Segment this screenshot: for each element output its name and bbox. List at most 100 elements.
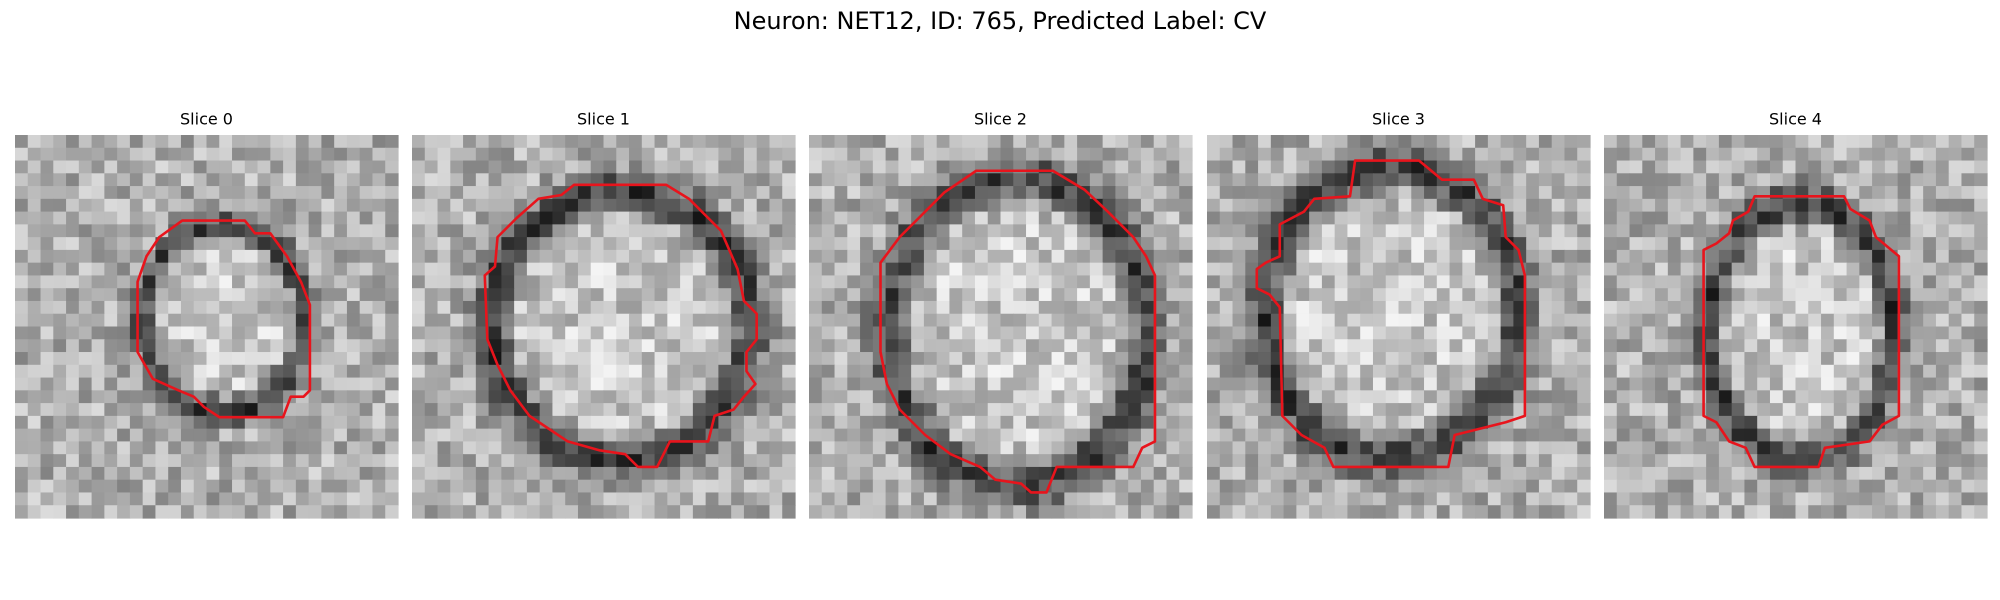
pixel — [40, 339, 54, 353]
pixel — [1128, 275, 1142, 289]
pixel — [743, 160, 758, 174]
pixel — [117, 352, 131, 366]
pixel — [1436, 211, 1451, 225]
pixel — [1411, 224, 1425, 238]
pixel — [1219, 186, 1234, 200]
pixel — [1859, 339, 1873, 353]
pixel — [346, 198, 361, 213]
pixel — [1436, 352, 1451, 366]
pixel — [1219, 479, 1234, 494]
pixel — [437, 492, 451, 506]
pixel — [1923, 428, 1937, 442]
pixel — [1051, 454, 1065, 468]
pixel — [372, 352, 386, 366]
pixel — [782, 224, 796, 238]
pixel — [667, 173, 681, 187]
pixel — [1385, 288, 1400, 302]
pixel — [667, 211, 681, 225]
pixel — [308, 492, 322, 506]
pixel — [898, 352, 912, 366]
pixel — [1462, 339, 1476, 353]
pixel — [1411, 466, 1425, 481]
pixel — [1897, 300, 1911, 315]
pixel — [1038, 466, 1053, 481]
pixel — [1411, 403, 1425, 417]
pixel — [1616, 288, 1631, 302]
pixel — [501, 441, 515, 455]
pixel — [334, 352, 348, 366]
pixel — [1718, 339, 1733, 353]
pixel — [1296, 466, 1310, 481]
pixel — [270, 505, 284, 519]
pixel — [1347, 249, 1361, 264]
pixel — [718, 147, 732, 162]
pixel — [1821, 377, 1835, 391]
pixel — [27, 224, 42, 238]
pixel — [1655, 186, 1669, 200]
pixel — [987, 339, 1002, 353]
pixel — [1026, 428, 1040, 442]
pixel — [987, 352, 1002, 366]
pixel — [898, 147, 912, 162]
pixel — [27, 326, 42, 340]
pixel — [1475, 275, 1489, 289]
pixel — [1833, 135, 1848, 149]
pixel — [1655, 326, 1669, 340]
pixel — [1179, 237, 1193, 251]
pixel — [1604, 313, 1618, 328]
pixel — [1655, 288, 1669, 302]
pixel — [1821, 262, 1835, 277]
pixel — [334, 454, 348, 468]
pixel — [346, 339, 361, 353]
pixel — [450, 147, 464, 162]
pixel — [1475, 415, 1489, 430]
pixel — [1000, 364, 1014, 379]
pixel — [1089, 352, 1104, 366]
pixel — [232, 313, 246, 328]
pixel — [718, 339, 732, 353]
pixel — [1500, 454, 1514, 468]
pixel — [412, 479, 426, 494]
pixel — [1642, 288, 1656, 302]
pixel — [680, 160, 694, 174]
pixel — [667, 262, 681, 277]
pixel — [1115, 135, 1129, 149]
pixel — [475, 403, 490, 417]
pixel — [514, 352, 528, 366]
pixel — [1655, 505, 1669, 519]
pixel — [142, 288, 157, 302]
pixel — [1795, 505, 1809, 519]
pixel — [1487, 262, 1502, 277]
pixel — [1077, 275, 1091, 289]
pixel — [1436, 275, 1451, 289]
pixel — [731, 415, 745, 430]
pixel — [1475, 492, 1489, 506]
pixel — [1961, 466, 1975, 481]
pixel — [334, 313, 348, 328]
pixel — [142, 313, 157, 328]
pixel — [1051, 326, 1065, 340]
pixel — [1923, 173, 1937, 187]
pixel — [1616, 300, 1631, 315]
pixel — [847, 147, 861, 162]
pixel — [1706, 364, 1720, 379]
pixel — [424, 492, 439, 506]
pixel — [412, 339, 426, 353]
pixel — [1604, 441, 1618, 455]
pixel — [385, 288, 399, 302]
pixel — [1782, 147, 1797, 162]
pixel — [232, 262, 246, 277]
pixel — [1487, 466, 1502, 481]
pixel — [898, 262, 912, 277]
pixel — [1884, 173, 1899, 187]
pixel — [1270, 237, 1285, 251]
pixel — [334, 326, 348, 340]
pixel — [40, 147, 54, 162]
pixel — [1026, 288, 1040, 302]
pixel — [552, 313, 566, 328]
pixel — [860, 288, 874, 302]
pixel — [577, 186, 592, 200]
pixel — [1270, 428, 1285, 442]
pixel — [1140, 352, 1155, 366]
pixel — [565, 237, 579, 251]
